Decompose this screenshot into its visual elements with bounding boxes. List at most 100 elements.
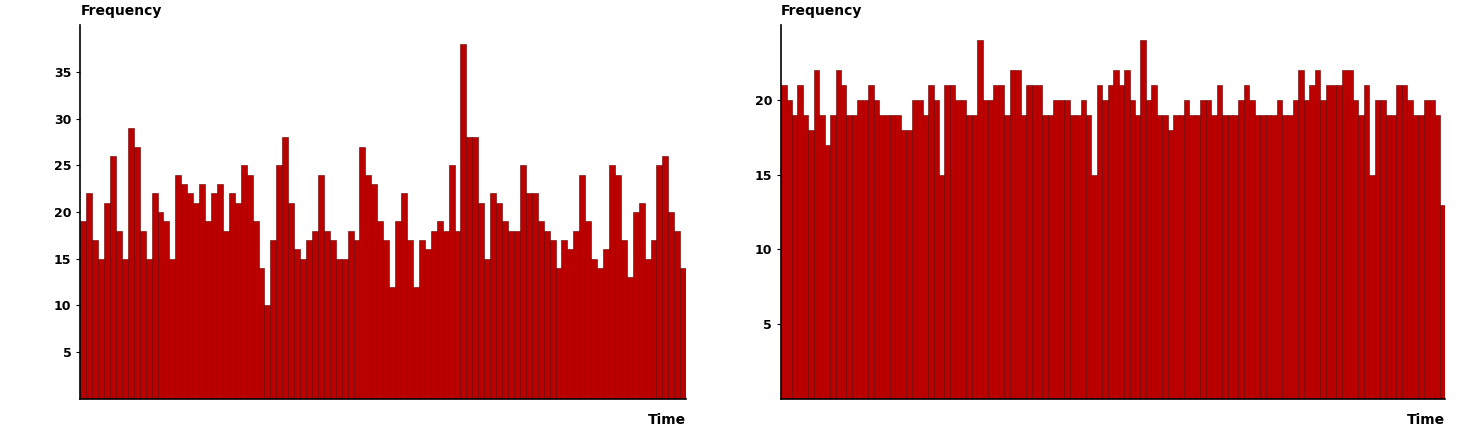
Bar [307,240,312,399]
Bar [413,287,419,399]
Bar [1310,85,1314,399]
Bar [972,115,977,399]
Bar [680,268,686,399]
Bar [92,240,98,399]
Bar [1402,85,1407,399]
Bar [1102,100,1108,399]
Bar [110,156,115,399]
Bar [1124,70,1130,399]
Bar [1386,115,1391,399]
Bar [128,128,134,399]
Bar [175,175,181,399]
Bar [270,240,276,399]
Bar [531,193,537,399]
Bar [1326,85,1332,399]
Bar [988,100,993,399]
Bar [609,165,615,399]
Bar [1200,100,1206,399]
Bar [253,221,258,399]
Bar [121,259,128,399]
Bar [961,100,967,399]
Bar [1413,115,1418,399]
Bar [98,259,104,399]
Bar [1342,70,1348,399]
Bar [803,115,809,399]
Bar [841,85,847,399]
Bar [835,70,841,399]
Bar [223,231,229,399]
Bar [663,156,669,399]
Text: Frequency: Frequency [80,4,162,18]
Bar [502,221,508,399]
Bar [1332,85,1336,399]
Bar [781,85,787,399]
Bar [442,231,448,399]
Bar [847,115,851,399]
Bar [901,130,907,399]
Bar [514,231,520,399]
Bar [1168,130,1174,399]
Bar [626,277,632,399]
Bar [1070,115,1075,399]
Bar [359,147,365,399]
Bar [1266,115,1272,399]
Bar [473,137,479,399]
Bar [1440,204,1445,399]
Bar [933,100,939,399]
Bar [1146,100,1152,399]
Bar [371,184,377,399]
Bar [1272,115,1276,399]
Text: Frequency: Frequency [781,4,863,18]
Bar [555,268,562,399]
Bar [431,231,437,399]
Bar [562,240,568,399]
Bar [1353,100,1358,399]
Bar [1075,115,1080,399]
Bar [1194,115,1200,399]
Bar [638,203,645,399]
Bar [193,203,199,399]
Bar [1178,115,1184,399]
Bar [218,184,223,399]
Bar [1156,115,1162,399]
Bar [895,115,901,399]
Bar [819,115,825,399]
Text: Time: Time [1407,413,1445,424]
Bar [831,115,835,399]
Bar [1380,100,1386,399]
Bar [1058,100,1064,399]
Bar [485,259,491,399]
Bar [1254,115,1260,399]
Bar [1288,115,1294,399]
Bar [282,137,288,399]
Bar [917,100,923,399]
Bar [791,115,797,399]
Bar [1032,85,1037,399]
Bar [318,175,324,399]
Bar [1358,115,1364,399]
Bar [945,85,950,399]
Bar [1336,85,1342,399]
Bar [164,221,169,399]
Bar [1244,85,1250,399]
Bar [1134,115,1140,399]
Bar [549,240,555,399]
Bar [939,175,945,399]
Bar [235,203,241,399]
Bar [1130,100,1134,399]
Bar [809,130,813,399]
Bar [977,40,983,399]
Bar [199,184,204,399]
Bar [1375,100,1380,399]
Bar [454,231,460,399]
Bar [580,175,585,399]
Bar [787,100,791,399]
Bar [929,85,933,399]
Bar [568,249,574,399]
Bar [158,212,164,399]
Bar [1234,115,1238,399]
Bar [134,147,140,399]
Bar [620,240,626,399]
Bar [657,165,663,399]
Bar [632,212,638,399]
